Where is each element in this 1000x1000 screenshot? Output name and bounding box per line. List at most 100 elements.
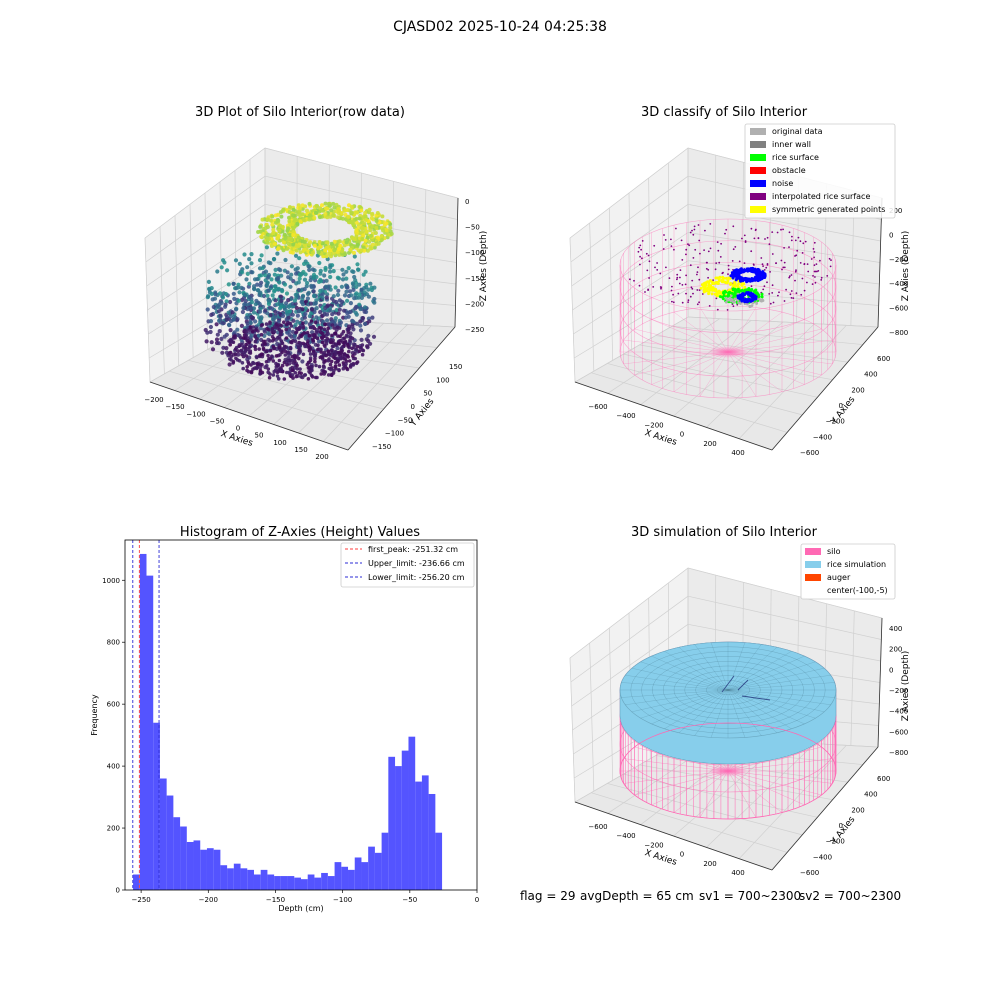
data-point xyxy=(296,287,301,293)
footer-sv2: sv2 = 700~2300 xyxy=(799,889,901,903)
data-point xyxy=(353,278,358,283)
interpolated-point xyxy=(814,276,816,278)
data-point xyxy=(358,323,363,328)
grid-line xyxy=(623,773,818,818)
data-point xyxy=(297,256,302,261)
data-point xyxy=(313,359,317,364)
interpolated-point xyxy=(771,253,774,255)
x-axis-label-simulation: X Axies xyxy=(643,848,678,868)
symmetric-point xyxy=(721,278,724,282)
interpolated-point xyxy=(771,231,774,234)
data-point xyxy=(287,219,292,224)
rice-mesh-spoke xyxy=(625,675,729,691)
data-point xyxy=(312,293,317,298)
data-point xyxy=(341,272,346,277)
data-point xyxy=(255,282,260,287)
interpolated-point xyxy=(814,281,817,284)
data-point xyxy=(272,337,276,341)
noise-point xyxy=(749,267,753,271)
legend-label: auger xyxy=(827,573,851,582)
data-point xyxy=(316,347,320,352)
auger-marker xyxy=(721,675,771,701)
interpolated-point xyxy=(802,242,805,245)
histogram-bar xyxy=(321,872,328,890)
data-point xyxy=(260,217,265,222)
data-point xyxy=(349,335,353,340)
data-point xyxy=(227,323,232,328)
rice-mesh-spoke xyxy=(727,689,805,725)
x-tick-label: 0 xyxy=(475,896,479,904)
data-point xyxy=(304,284,309,289)
data-point xyxy=(269,277,274,282)
data-point xyxy=(323,322,327,327)
symmetric-point xyxy=(717,278,721,282)
grid-line xyxy=(706,323,815,428)
interpolated-point xyxy=(672,293,674,296)
data-point xyxy=(347,359,352,363)
data-point xyxy=(244,342,248,347)
interpolated-point xyxy=(677,292,680,295)
data-point xyxy=(251,310,257,315)
interpolated-point xyxy=(828,257,831,260)
data-point xyxy=(255,288,260,293)
data-point xyxy=(336,215,341,220)
rice-mesh-spoke xyxy=(727,689,762,736)
data-point xyxy=(278,210,283,215)
data-point xyxy=(358,328,364,333)
y-tick-label: −200 xyxy=(826,418,845,426)
data-point xyxy=(275,236,280,241)
data-point xyxy=(258,229,263,234)
grid-line xyxy=(574,316,689,383)
histogram-bars xyxy=(133,553,443,890)
rice-mesh-spoke xyxy=(727,668,825,691)
silo-floor-spoke xyxy=(673,770,729,813)
silo-floor-spoke xyxy=(727,770,822,796)
interpolated-point xyxy=(663,234,665,236)
interpolated-point xyxy=(783,247,785,249)
grid-line xyxy=(571,624,689,707)
data-point xyxy=(219,336,224,341)
data-point xyxy=(279,368,284,372)
interpolated-point xyxy=(639,255,641,258)
data-point xyxy=(257,258,263,263)
data-point xyxy=(352,254,357,259)
interpolated-point xyxy=(644,291,646,293)
interpolated-point xyxy=(705,267,708,270)
axis-line-y xyxy=(347,326,456,451)
z-tick-label: −600 xyxy=(889,728,908,736)
x-tick-labels-simulation: −600 −400 −200 0 200 400 xyxy=(588,823,744,877)
data-point xyxy=(242,252,247,257)
data-point xyxy=(369,233,374,238)
symmetric-point xyxy=(724,281,728,285)
interpolated-point xyxy=(696,289,699,291)
data-point xyxy=(353,342,357,347)
grid-line xyxy=(571,204,689,287)
data-point xyxy=(284,336,289,340)
data-point xyxy=(268,348,273,353)
data-point xyxy=(320,355,325,360)
data-point xyxy=(249,314,254,320)
legend-swatch xyxy=(750,193,766,200)
data-point xyxy=(259,332,264,337)
data-point xyxy=(342,293,348,298)
data-point xyxy=(284,301,289,306)
rice-mesh-spoke xyxy=(727,689,746,738)
x-tick-label: −150 xyxy=(165,403,184,411)
data-point xyxy=(375,235,380,240)
silo-floor-spoke xyxy=(727,351,822,376)
data-point xyxy=(266,367,271,371)
grid-line xyxy=(144,147,266,239)
x-tick-labels-raw: −200−150−100 −50 0 50 100 150 200 xyxy=(144,396,328,461)
data-point xyxy=(334,299,339,305)
data-point xyxy=(320,203,324,208)
interpolated-point xyxy=(685,248,688,251)
interpolated-point xyxy=(694,248,697,251)
histogram-bar xyxy=(341,866,349,890)
silo-wireframe-classify xyxy=(619,218,837,399)
data-point xyxy=(278,268,283,273)
data-point xyxy=(344,269,349,274)
interpolated-point xyxy=(820,276,823,279)
original-data-point xyxy=(725,296,728,300)
histogram-bar xyxy=(307,874,315,890)
